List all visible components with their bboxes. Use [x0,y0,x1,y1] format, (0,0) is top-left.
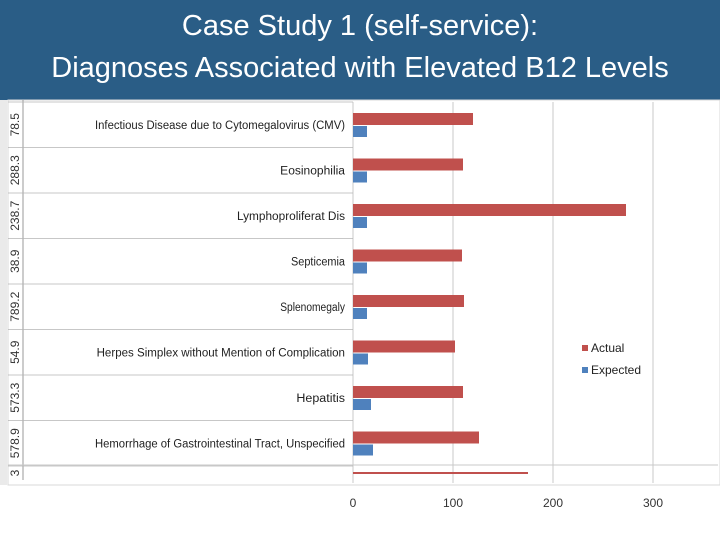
bar-actual [353,158,463,171]
legend-swatch [582,345,588,351]
bar-actual [353,204,626,216]
bar-expected [353,262,367,274]
side-value: 578.9 [8,428,22,458]
bar-expected [353,353,368,365]
gridlines [8,101,718,483]
bar-actual [353,431,479,444]
category-label: Hemorrhage of Gastrointestinal Tract, Un… [95,438,345,450]
bar-actual [353,340,455,353]
legend-label: Actual [591,341,624,355]
side-strip-edge [0,100,7,485]
category-label: Septicemia [291,256,346,268]
bars [353,113,626,474]
category-label: Eosinophilia [280,165,345,177]
bar-expected [353,171,367,183]
bar-expected [353,217,367,228]
bar-partial [353,472,528,474]
side-value: 288.3 [8,155,22,185]
category-labels: Infectious Disease due to Cytomegaloviru… [95,120,346,451]
bar-actual [353,249,462,262]
side-value: 3 [8,469,22,476]
x-tick-labels: 0 100 200 300 [350,496,664,510]
slide-title-line1: Case Study 1 (self-service): [181,10,539,42]
bar-actual [353,113,473,125]
legend-label: Expected [591,363,641,377]
category-label: Hepatitis [296,393,345,405]
bar-expected [353,126,367,137]
legend-swatch [582,367,588,373]
side-value: 38.9 [8,249,22,273]
slide-title-line2: Diagnoses Associated with Elevated B12 L… [51,52,669,84]
x-tick-label: 0 [350,496,357,510]
category-label: Herpes Simplex without Mention of Compli… [97,347,345,359]
bar-expected [353,308,367,319]
side-value-strip: 78.5 288.3 238.7 38.9 789.2 54.9 573.3 578.9 3 [0,100,24,485]
category-label: Infectious Disease due to Cytomegaloviru… [95,120,345,132]
bar-expected [353,399,371,410]
title-bar: Case Study 1 (self-service): Diagnoses A… [0,0,720,100]
side-value: 54.9 [8,340,22,364]
x-tick-label: 200 [543,496,563,510]
x-tick-label: 300 [643,496,663,510]
category-label: Splenomegaly [280,302,345,314]
chart-area [7,99,720,486]
bar-expected [353,444,373,456]
category-label: Lymphoproliferat Dis [237,211,345,223]
legend: Actual Expected [582,341,641,377]
bar-actual [353,386,463,398]
x-tick-label: 100 [443,496,463,510]
side-value: 238.7 [8,200,22,230]
side-value: 789.2 [8,291,22,321]
bar-actual [353,295,464,307]
side-value: 573.3 [8,382,22,412]
side-value: 78.5 [8,113,22,137]
